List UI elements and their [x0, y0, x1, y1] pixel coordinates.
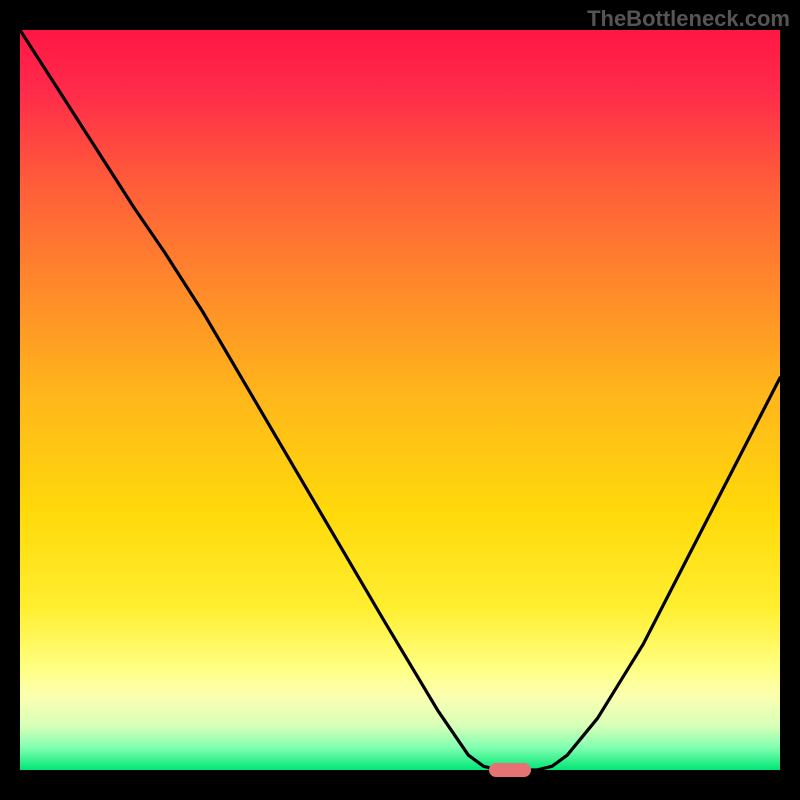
watermark-text: TheBottleneck.com — [587, 6, 790, 32]
bottleneck-curve — [20, 30, 780, 770]
plot-area — [20, 30, 780, 770]
optimal-marker — [489, 763, 531, 776]
